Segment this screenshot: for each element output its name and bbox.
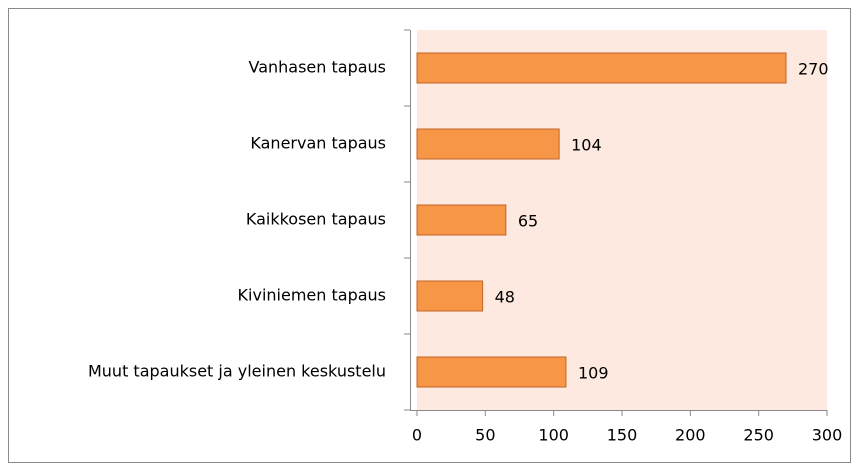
y-tick-label: Vanhasen tapaus xyxy=(248,58,386,77)
data-label: 109 xyxy=(578,364,609,383)
y-tick-label: Kiviniemen tapaus xyxy=(238,286,386,305)
x-tick-label: 100 xyxy=(538,426,569,445)
bar xyxy=(416,128,560,160)
data-label: 48 xyxy=(495,288,515,307)
x-tick-label: 0 xyxy=(412,426,422,445)
bar xyxy=(416,204,507,236)
x-tick-label: 300 xyxy=(812,426,843,445)
x-tick-label: 150 xyxy=(607,426,638,445)
x-tick-label: 250 xyxy=(743,426,774,445)
data-label: 104 xyxy=(571,136,602,155)
bar xyxy=(416,52,787,84)
bar xyxy=(416,280,484,312)
data-label: 270 xyxy=(798,60,829,79)
x-tick-label: 200 xyxy=(675,426,706,445)
y-tick-label: Kanervan tapaus xyxy=(250,134,386,153)
bar xyxy=(416,356,567,388)
y-tick-label: Muut tapaukset ja yleinen keskustelu xyxy=(88,362,386,381)
data-label: 65 xyxy=(518,212,538,231)
x-tick-label: 50 xyxy=(475,426,495,445)
y-tick-label: Kaikkosen tapaus xyxy=(246,210,386,229)
